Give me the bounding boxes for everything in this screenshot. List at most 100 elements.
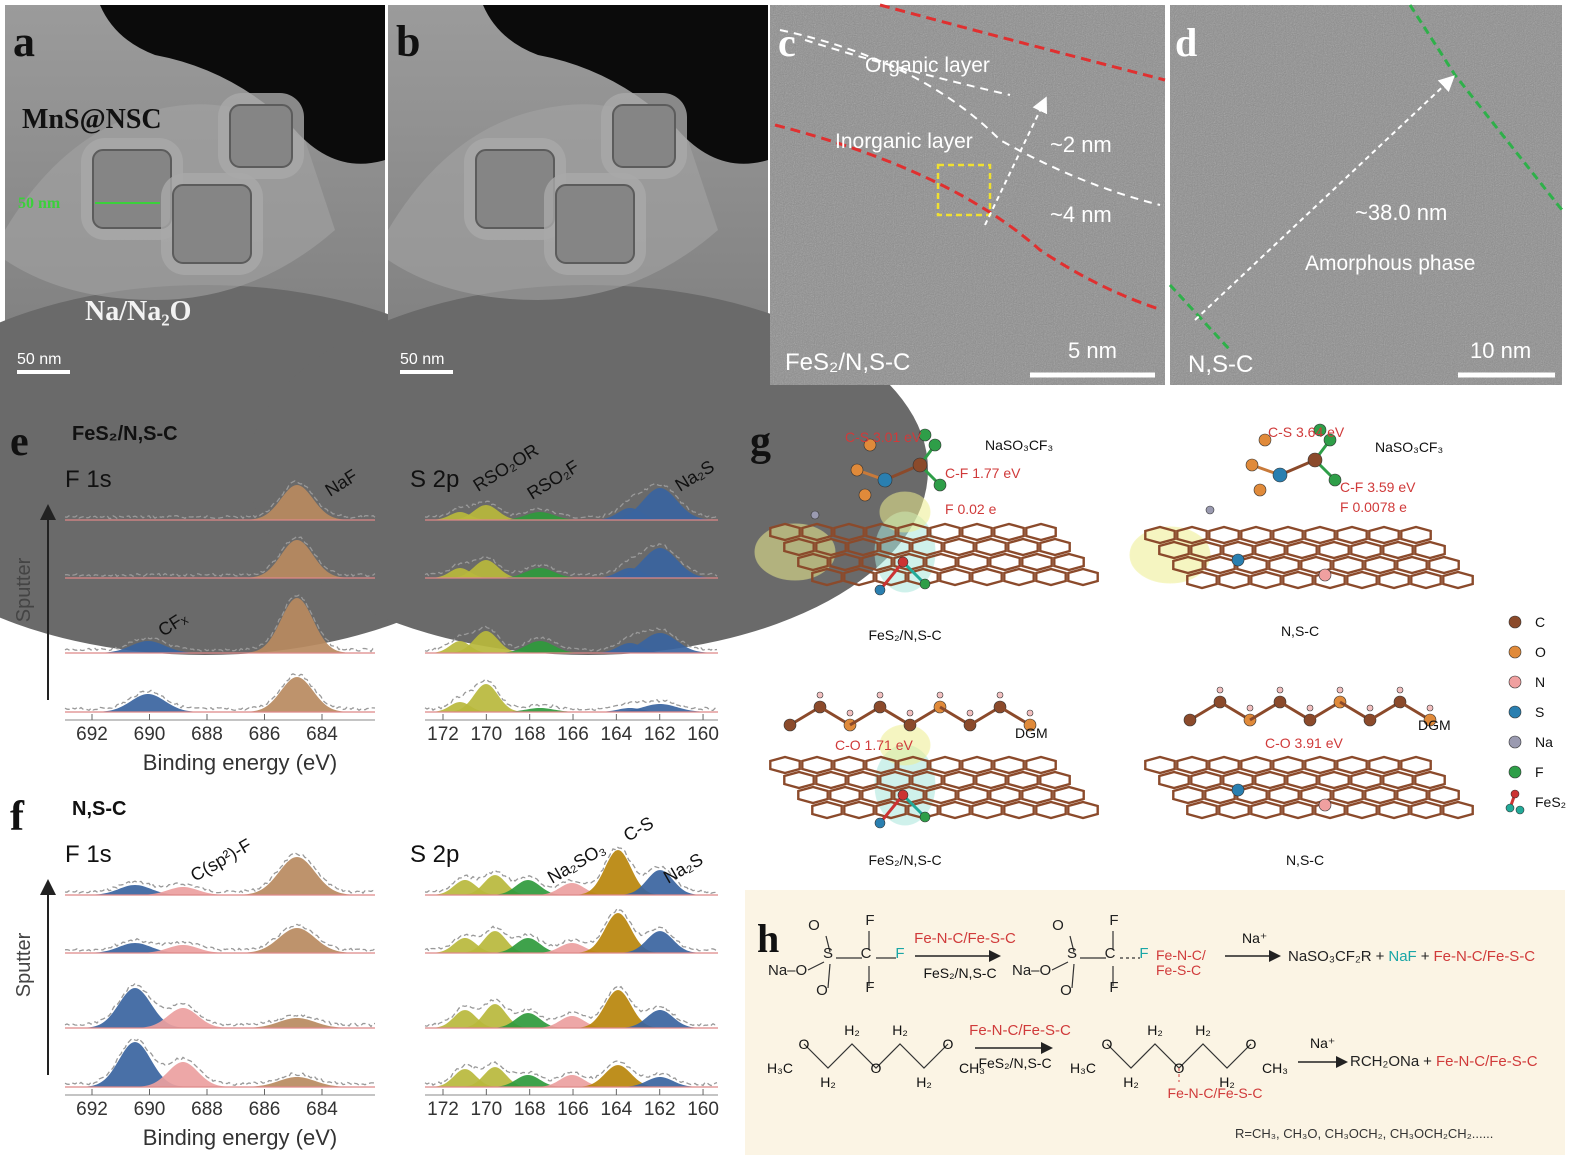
- graphene-ring: [1300, 555, 1332, 575]
- layer-boundary: [879, 3, 1166, 82]
- product: Fe-N-C/Fe-S-C: [1436, 1053, 1538, 1070]
- substrate-label: N,S-C: [1281, 623, 1319, 639]
- x-tick-label: 688: [191, 1099, 223, 1120]
- particle: [475, 149, 555, 229]
- atom: [850, 463, 864, 477]
- graphene-ring: [1414, 540, 1446, 560]
- scale-bar-label: 5 nm: [1068, 338, 1117, 363]
- graphene-ring: [843, 567, 875, 587]
- atom-label: O: [808, 917, 820, 934]
- atom-label: F: [1139, 945, 1148, 962]
- graphene-ring: [1144, 525, 1176, 545]
- graphene-ring: [1053, 552, 1085, 572]
- graphene-ring: [861, 552, 893, 572]
- graphene-ring: [1272, 525, 1304, 545]
- graphene-ring: [939, 800, 971, 820]
- x-tick-label: 692: [76, 1099, 108, 1120]
- atom: [936, 691, 944, 699]
- graphene-ring: [1218, 800, 1250, 820]
- panel-label: f: [10, 794, 25, 840]
- graphene-ring: [943, 770, 975, 790]
- fitted-peak: [462, 1067, 528, 1087]
- atom: [1336, 686, 1344, 694]
- plot-title: F 1s: [65, 841, 112, 868]
- atom: [906, 709, 914, 717]
- graphene-ring: [1336, 755, 1368, 775]
- spectrum: [64, 594, 376, 653]
- atom: [1246, 704, 1254, 712]
- fitted-peak: [97, 694, 199, 712]
- spectrum: [64, 480, 376, 520]
- graphene-ring: [769, 522, 801, 542]
- graphene-ring: [1021, 552, 1053, 572]
- graphene-ring: [1414, 770, 1446, 790]
- graphene-ring: [1332, 555, 1364, 575]
- atom: [1508, 645, 1522, 659]
- spectrum: [64, 535, 376, 578]
- condition-label: FeS₂/N,S-C: [923, 965, 996, 981]
- graphene-ring: [811, 567, 843, 587]
- fitted-peak: [492, 1075, 564, 1087]
- graphene-ring: [1035, 800, 1067, 820]
- graphene-ring: [1368, 525, 1400, 545]
- atom: [783, 718, 797, 732]
- fitted-peak: [87, 988, 183, 1028]
- fitted-peak: [97, 641, 199, 653]
- graphene-ring: [1364, 785, 1396, 805]
- atom: [1396, 686, 1404, 694]
- atom: [1231, 553, 1245, 567]
- graphene-ring: [1286, 770, 1318, 790]
- sample-label: MnS@NSC: [22, 104, 162, 135]
- spectrum: [424, 907, 718, 953]
- fitted-peak: [87, 1042, 183, 1087]
- graphene-ring: [1240, 755, 1272, 775]
- graphene-ring: [1240, 525, 1272, 545]
- graphene-ring: [1204, 785, 1236, 805]
- graphene-ring: [975, 537, 1007, 557]
- graphene-ring: [1053, 785, 1085, 805]
- fitted-peak: [450, 560, 522, 578]
- molecule-label: NaSO₃CF₃: [1375, 439, 1443, 455]
- fitted-peak: [138, 887, 228, 895]
- atom-label: O: [816, 982, 828, 999]
- sample-label: N,S-C: [72, 798, 126, 820]
- atom-label: O: [1060, 982, 1072, 999]
- graphene-ring: [1282, 570, 1314, 590]
- graphene-ring: [1318, 770, 1350, 790]
- graphene-ring: [911, 537, 943, 557]
- spectrum: [64, 673, 376, 712]
- graphene-ring: [925, 552, 957, 572]
- atom: [1423, 713, 1437, 727]
- graphene-ring: [1428, 785, 1460, 805]
- atom: [919, 811, 931, 823]
- atom: [1510, 789, 1520, 799]
- fitted-peak: [621, 870, 699, 895]
- graphene-ring: [1314, 570, 1346, 590]
- atom-label: C: [861, 945, 872, 962]
- atom: [1508, 615, 1522, 629]
- bond: [1071, 963, 1075, 989]
- graphene-ring: [1368, 755, 1400, 775]
- scale-bar-label: 50 nm: [17, 351, 61, 368]
- fitted-peak: [249, 485, 345, 520]
- graphene-ring: [843, 800, 875, 820]
- product: NaSO₃CF₂R: [1288, 948, 1372, 965]
- peak-label: Na₂S: [660, 849, 706, 887]
- fitted-peak: [492, 1013, 564, 1028]
- graphene-ring: [865, 522, 897, 542]
- graphene-ring: [1346, 800, 1378, 820]
- atom-label: O: [1052, 917, 1064, 934]
- fitted-peak: [579, 990, 657, 1028]
- fitted-peak: [579, 850, 657, 895]
- graphene-ring: [1204, 555, 1236, 575]
- graphene-ring: [1318, 540, 1350, 560]
- particle: [172, 184, 252, 264]
- graphene-ring: [1039, 537, 1071, 557]
- fitted-peak: [450, 631, 522, 653]
- x-tick-label: 686: [249, 724, 281, 745]
- size-label: 50 nm: [18, 195, 61, 212]
- spectrum: [424, 543, 718, 578]
- spectrum: [64, 852, 376, 895]
- thickness-arrow: [1194, 75, 1455, 321]
- atom: [1253, 483, 1267, 497]
